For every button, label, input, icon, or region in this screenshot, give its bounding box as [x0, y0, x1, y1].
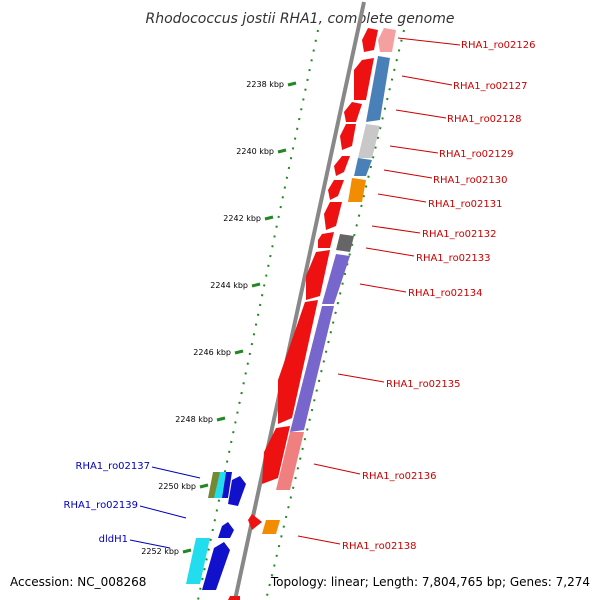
gene-box-salmon[interactable] [276, 432, 304, 490]
gene-arrow-red[interactable] [306, 250, 330, 300]
leader-line [297, 535, 341, 545]
gene-box-pink[interactable] [378, 28, 396, 52]
leader-line [139, 505, 187, 519]
leader-line [365, 247, 415, 257]
gene-arrow-red[interactable] [324, 202, 342, 230]
gene-box-orange[interactable] [348, 178, 366, 202]
accession-text: Accession: NC_008268 [10, 575, 146, 589]
tick-label: 2250 kbp [158, 482, 196, 491]
gene-box-orange[interactable] [262, 520, 280, 534]
gene-label[interactable]: RHA1_ro02128 [447, 114, 522, 125]
tick-mark [277, 148, 287, 154]
gene-label[interactable]: RHA1_ro02131 [428, 199, 503, 210]
tick-mark [234, 349, 244, 355]
backbone-line [233, 1, 366, 600]
gene-box-lightgray[interactable] [358, 124, 380, 158]
leaders-group [129, 37, 461, 549]
gene-label[interactable]: RHA1_ro02139 [64, 500, 139, 511]
tick-mark [287, 81, 297, 87]
gene-label[interactable]: dldH1 [99, 534, 128, 545]
gene-arrow-blue[interactable] [202, 542, 230, 590]
leader-line [383, 169, 433, 179]
tick-label: 2248 kbp [175, 415, 213, 424]
gene-label[interactable]: RHA1_ro02137 [76, 461, 151, 472]
gene-label[interactable]: RHA1_ro02135 [386, 379, 461, 390]
gene-box-purple[interactable] [322, 254, 350, 304]
leader-line [337, 373, 385, 383]
gene-label[interactable]: RHA1_ro02133 [416, 253, 491, 264]
tick-label: 2238 kbp [246, 80, 284, 89]
left-dotted-guide [197, 29, 319, 600]
leader-line [397, 37, 461, 46]
tick-mark [216, 416, 226, 422]
tick-label: 2242 kbp [223, 214, 261, 223]
leader-line [151, 466, 201, 479]
leader-line [313, 463, 361, 475]
gene-box-steelblue[interactable] [354, 158, 372, 176]
gene-label[interactable]: RHA1_ro02138 [342, 541, 417, 552]
gene-arrow-red[interactable] [318, 232, 334, 248]
gene-arrow-red[interactable] [354, 58, 374, 100]
tick-label: 2252 kbp [141, 547, 179, 556]
gene-label[interactable]: RHA1_ro02130 [433, 175, 508, 186]
tick-mark [182, 548, 192, 554]
gene-arrow-red[interactable] [278, 300, 318, 424]
labels-group: RHA1_ro02126 RHA1_ro02127 RHA1_ro02128 RHA1… [64, 40, 536, 552]
map-title: Rhodococcus jostii RHA1, complete genome [145, 11, 454, 27]
gene-box-purple[interactable] [290, 306, 334, 432]
gene-arrow-red[interactable] [228, 596, 240, 600]
gene-arrow-red[interactable] [362, 28, 378, 52]
gene-box-steelblue[interactable] [366, 56, 390, 122]
gene-label[interactable]: RHA1_ro02129 [439, 149, 514, 160]
tick-mark [251, 282, 261, 288]
tick-mark [199, 483, 209, 489]
gene-arrow-red[interactable] [344, 102, 362, 122]
gene-arrow-red[interactable] [248, 514, 262, 530]
gene-label[interactable]: RHA1_ro02126 [461, 40, 536, 51]
leader-line [129, 539, 171, 549]
tick-label: 2240 kbp [236, 147, 274, 156]
gene-arrow-red[interactable] [334, 156, 350, 176]
gene-arrow-red[interactable] [262, 426, 290, 484]
gene-box-cyan[interactable] [186, 538, 210, 584]
gene-label[interactable]: RHA1_ro02132 [422, 229, 497, 240]
gene-arrow-blue[interactable] [218, 522, 234, 538]
topology-text: Topology: linear; Length: 7,804,765 bp; … [270, 575, 590, 589]
gene-arrow-red[interactable] [340, 124, 356, 150]
gene-arrow-red[interactable] [328, 180, 344, 200]
gene-box-darkgray[interactable] [336, 234, 354, 252]
ticks-group: 2238 kbp 2240 kbp 2242 kbp 2244 kbp 2246 kbp… [141, 80, 297, 556]
gene-label[interactable]: RHA1_ro02127 [453, 81, 528, 92]
tick-mark [264, 215, 274, 221]
gene-label[interactable]: RHA1_ro02134 [408, 288, 483, 299]
gene-label[interactable]: RHA1_ro02136 [362, 471, 437, 482]
gene-box-blue[interactable] [222, 472, 232, 498]
gene-arrow-blue[interactable] [228, 476, 246, 506]
right-dotted-guide [265, 29, 405, 600]
leader-line [395, 109, 447, 119]
leader-line [377, 193, 427, 203]
tick-label: 2244 kbp [210, 281, 248, 290]
tick-label: 2246 kbp [193, 348, 231, 357]
leader-line [389, 145, 439, 154]
leader-line [359, 283, 407, 293]
features-group [186, 28, 396, 600]
leader-line [401, 75, 453, 86]
leader-line [371, 225, 421, 234]
